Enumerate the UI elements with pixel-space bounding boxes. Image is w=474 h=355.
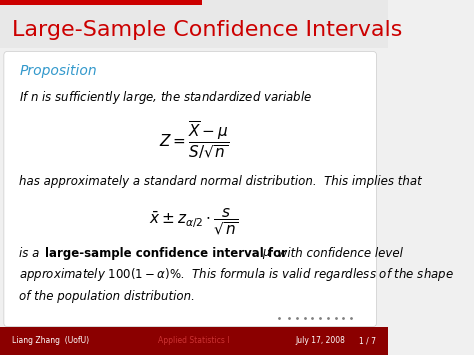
Text: $Z = \dfrac{\overline{X} - \mu}{S/\sqrt{n}}$: $Z = \dfrac{\overline{X} - \mu}{S/\sqrt{… bbox=[159, 120, 229, 161]
Text: is a: is a bbox=[19, 247, 44, 260]
Bar bbox=[0, 327, 388, 355]
FancyBboxPatch shape bbox=[4, 51, 376, 327]
Text: $\mu$: $\mu$ bbox=[262, 247, 271, 261]
Bar bbox=[0, 0, 202, 5]
Text: July 17, 2008: July 17, 2008 bbox=[295, 336, 345, 345]
Text: Proposition: Proposition bbox=[19, 64, 97, 78]
Text: Large-Sample Confidence Intervals: Large-Sample Confidence Intervals bbox=[12, 20, 402, 40]
Text: approximately $100(1 - \alpha)\%$.  This formula is valid regardless of the shap: approximately $100(1 - \alpha)\%$. This … bbox=[19, 266, 454, 283]
Text: If $n$ is sufficiently large, the standardized variable: If $n$ is sufficiently large, the standa… bbox=[19, 89, 313, 106]
Text: Applied Statistics I: Applied Statistics I bbox=[158, 336, 230, 345]
Text: Liang Zhang  (UofU): Liang Zhang (UofU) bbox=[12, 336, 89, 345]
Text: 1 / 7: 1 / 7 bbox=[359, 336, 376, 345]
Text: $\bar{x} \pm z_{\alpha/2} \cdot \dfrac{s}{\sqrt{n}}$: $\bar{x} \pm z_{\alpha/2} \cdot \dfrac{s… bbox=[149, 207, 239, 237]
Bar bbox=[0, 0, 388, 48]
Text: of the population distribution.: of the population distribution. bbox=[19, 290, 195, 303]
Text: large-sample confidence interval for: large-sample confidence interval for bbox=[45, 247, 291, 260]
Text: with confidence level: with confidence level bbox=[273, 247, 402, 260]
Text: has approximately a standard normal distribution.  This implies that: has approximately a standard normal dist… bbox=[19, 175, 422, 187]
